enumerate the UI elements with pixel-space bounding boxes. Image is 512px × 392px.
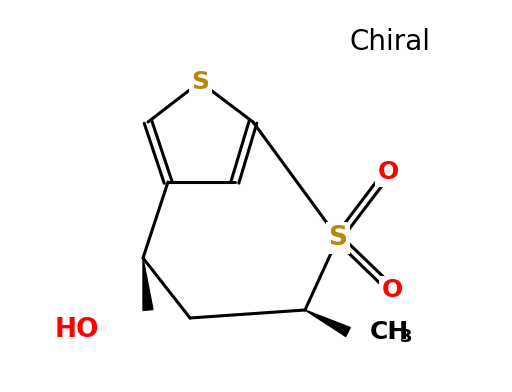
Text: Chiral: Chiral <box>350 28 431 56</box>
Text: HO: HO <box>55 317 99 343</box>
Text: S: S <box>191 70 209 94</box>
Polygon shape <box>143 258 153 310</box>
Text: O: O <box>377 160 399 184</box>
Text: 3: 3 <box>400 328 413 346</box>
Text: O: O <box>381 278 402 302</box>
Text: S: S <box>329 225 348 251</box>
Text: CH: CH <box>370 320 409 344</box>
Polygon shape <box>305 310 350 336</box>
